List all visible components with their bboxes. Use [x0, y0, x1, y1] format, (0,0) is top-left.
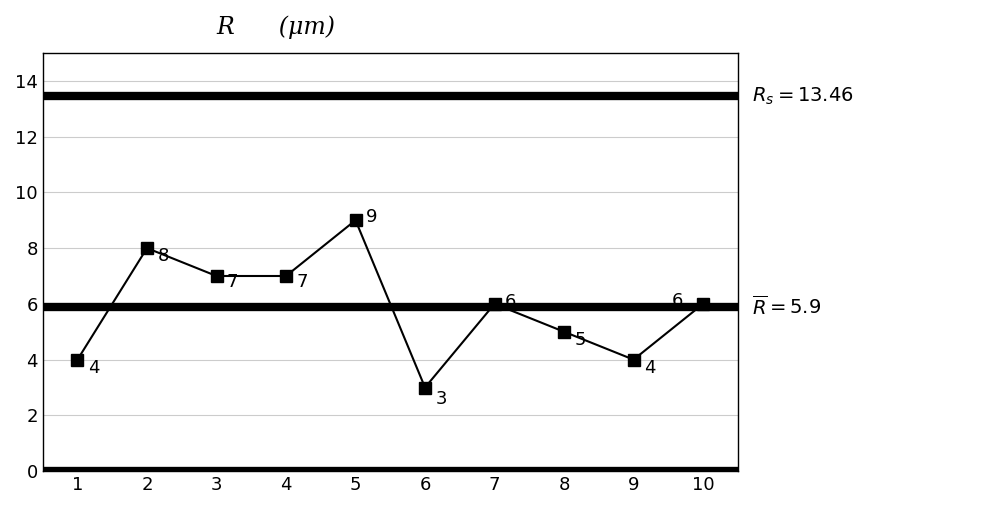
- Text: 6: 6: [672, 292, 683, 310]
- Text: 7: 7: [227, 273, 238, 291]
- Text: 4: 4: [88, 359, 99, 377]
- Text: 9: 9: [366, 209, 377, 227]
- Text: 5: 5: [574, 331, 586, 349]
- Text: 8: 8: [157, 247, 169, 266]
- Text: R      (μm): R (μm): [217, 15, 336, 39]
- Text: 7: 7: [296, 273, 308, 291]
- Text: 4: 4: [644, 359, 655, 377]
- Text: 3: 3: [435, 390, 447, 408]
- Text: 6: 6: [505, 294, 516, 312]
- Text: $R_s=13.46$: $R_s=13.46$: [752, 85, 853, 106]
- Text: $\overline{R}=5.9$: $\overline{R}=5.9$: [752, 295, 821, 319]
